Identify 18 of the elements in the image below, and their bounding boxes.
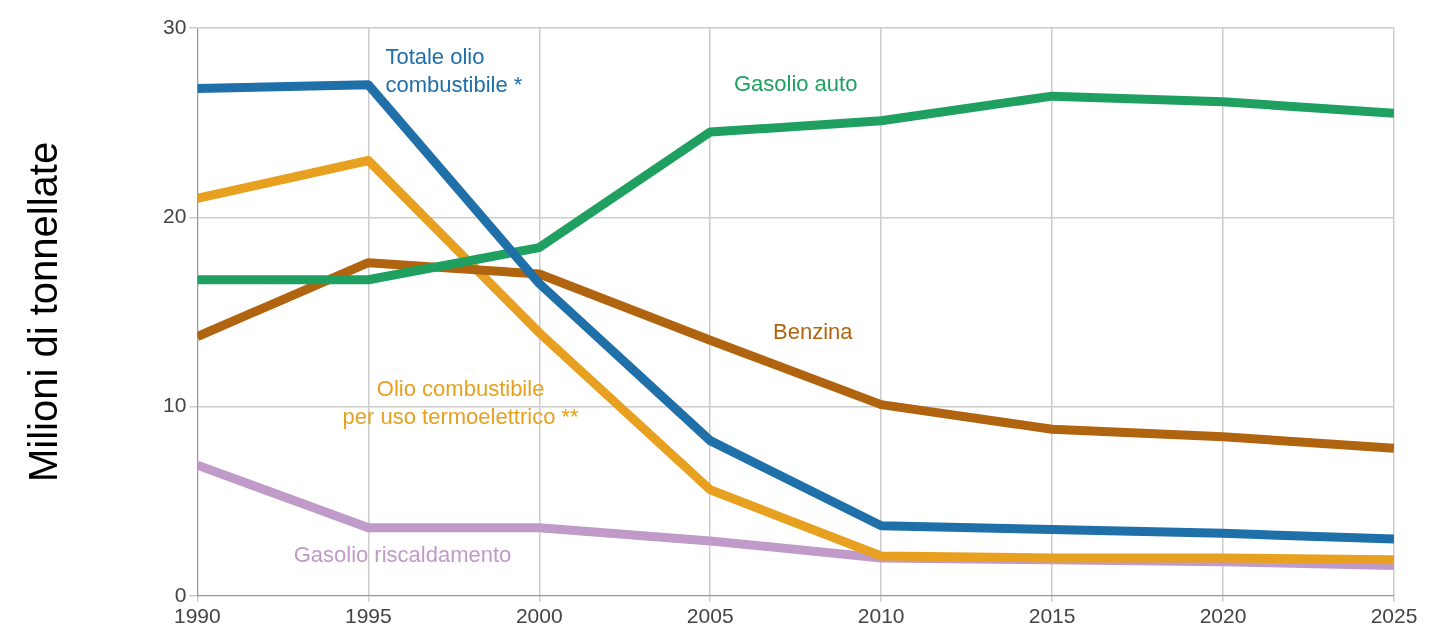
- x-tick-label: 2020: [1199, 604, 1247, 628]
- y-axis-title: Milioni di tonnellate: [21, 141, 66, 482]
- series-label: Benzina: [773, 318, 854, 344]
- x-tick-label: 2000: [515, 604, 563, 628]
- y-tick-label: 30: [163, 14, 187, 38]
- series-label: Gasolio riscaldamento: [293, 542, 512, 568]
- series-label: Totale olio combustibile *: [385, 44, 523, 98]
- x-tick-label: 1990: [174, 604, 221, 628]
- series-label: Olio combustibile per uso termoelettrico **: [342, 375, 580, 429]
- y-tick-label: 0: [174, 582, 187, 606]
- x-tick-label: 2015: [1028, 604, 1076, 628]
- y-tick-label: 10: [163, 393, 187, 417]
- x-tick-label: 2005: [686, 604, 734, 628]
- x-tick-label: 2010: [857, 604, 905, 628]
- x-tick-label: 2025: [1370, 604, 1418, 628]
- series-label: Gasolio auto: [733, 70, 858, 96]
- x-tick-label: 1995: [344, 604, 392, 628]
- y-tick-label: 20: [163, 204, 187, 228]
